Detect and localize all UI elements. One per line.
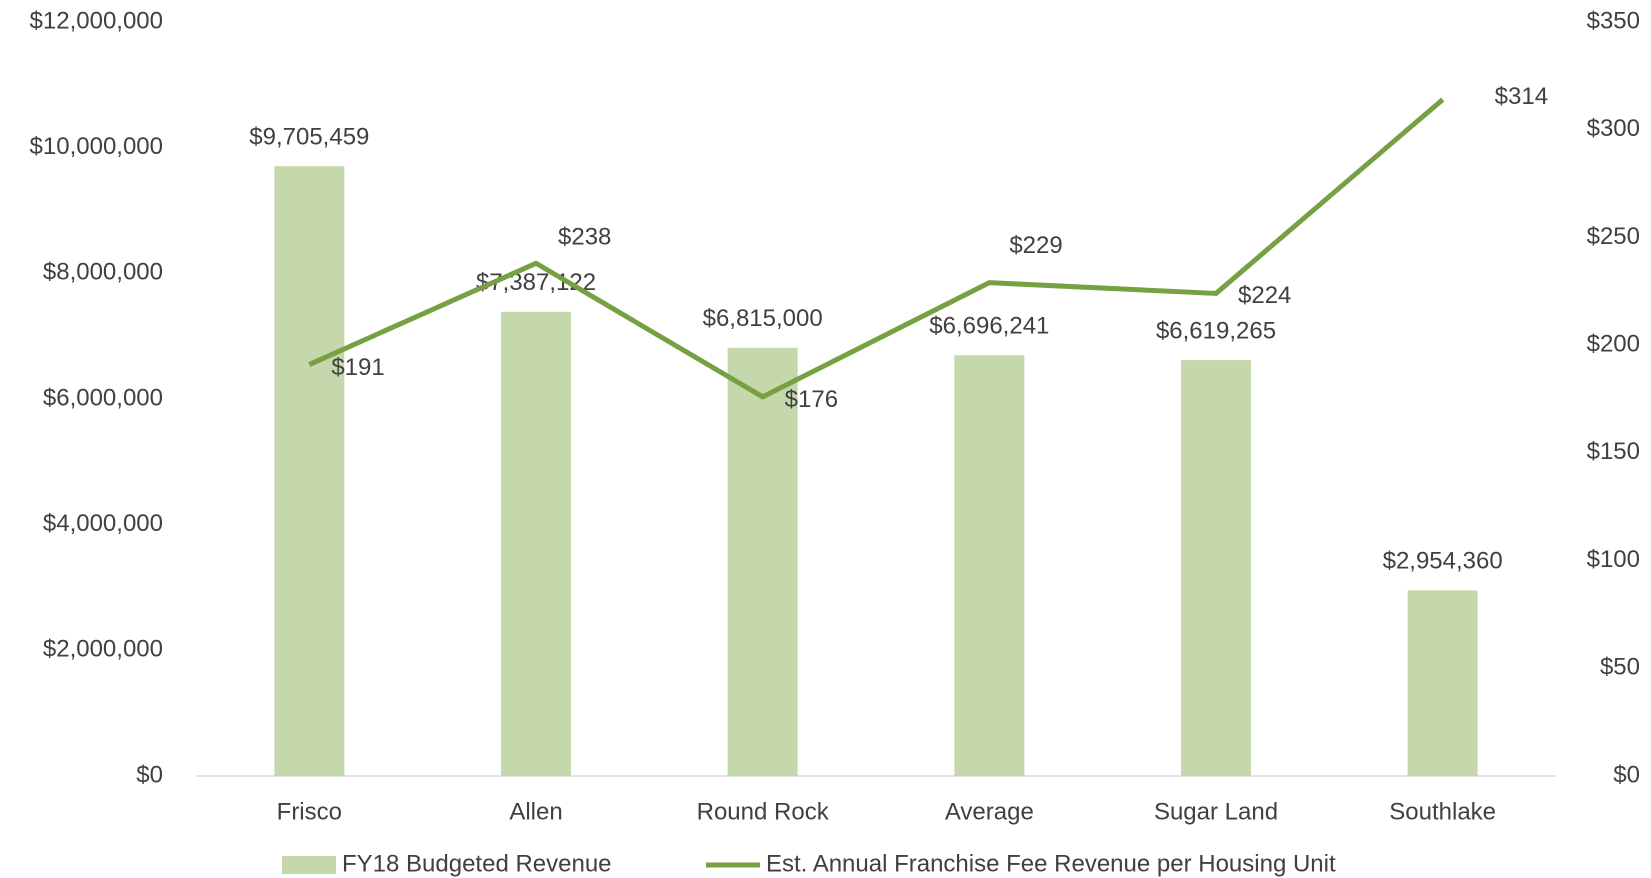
y-tick-label: $0 — [136, 761, 163, 788]
bar — [1181, 360, 1251, 776]
bar-value-label: $9,705,459 — [249, 124, 369, 151]
y2-tick-label: $250 — [1587, 223, 1640, 250]
y2-tick-label: $350 — [1587, 7, 1640, 34]
y-tick-label: $6,000,000 — [43, 384, 163, 411]
line-value-label: $229 — [1009, 232, 1062, 259]
bar — [274, 166, 345, 777]
bar — [501, 311, 571, 776]
bar — [1407, 590, 1478, 776]
x-tick-label: Frisco — [277, 798, 342, 825]
x-tick-label: Sugar Land — [1154, 798, 1278, 825]
x-tick-label: Allen — [509, 798, 562, 825]
x-tick-label: Round Rock — [697, 798, 830, 825]
bar-value-label: $6,696,241 — [929, 313, 1049, 340]
y2-tick-label: $100 — [1587, 546, 1640, 573]
y2-tick-label: $150 — [1587, 438, 1640, 465]
bar-value-label: $6,815,000 — [703, 305, 823, 332]
y-tick-label: $12,000,000 — [30, 7, 163, 34]
y-tick-label: $8,000,000 — [43, 259, 163, 286]
x-tick-label: Southlake — [1389, 798, 1496, 825]
line-value-label: $238 — [558, 224, 611, 251]
line-value-label: $224 — [1238, 282, 1291, 309]
legend-label: Est. Annual Franchise Fee Revenue per Ho… — [766, 850, 1336, 877]
y-tick-label: $4,000,000 — [43, 510, 163, 537]
legend-swatch — [282, 856, 336, 874]
y2-tick-label: $50 — [1600, 654, 1640, 681]
line-value-label: $176 — [785, 386, 838, 413]
line-value-label: $191 — [331, 354, 384, 381]
y-tick-label: $2,000,000 — [43, 636, 163, 663]
y2-tick-label: $0 — [1613, 761, 1640, 788]
bar-value-label: $6,619,265 — [1156, 317, 1276, 344]
y-tick-label: $10,000,000 — [30, 133, 163, 160]
legend-label: FY18 Budgeted Revenue — [342, 850, 612, 877]
line — [308, 97, 1445, 400]
bar — [954, 355, 1025, 776]
y2-tick-label: $200 — [1587, 330, 1640, 357]
y2-tick-label: $300 — [1587, 115, 1640, 142]
bar-value-label: $2,954,360 — [1383, 548, 1503, 575]
line-value-label: $314 — [1495, 83, 1548, 110]
bar — [727, 347, 798, 776]
x-tick-label: Average — [945, 798, 1034, 825]
